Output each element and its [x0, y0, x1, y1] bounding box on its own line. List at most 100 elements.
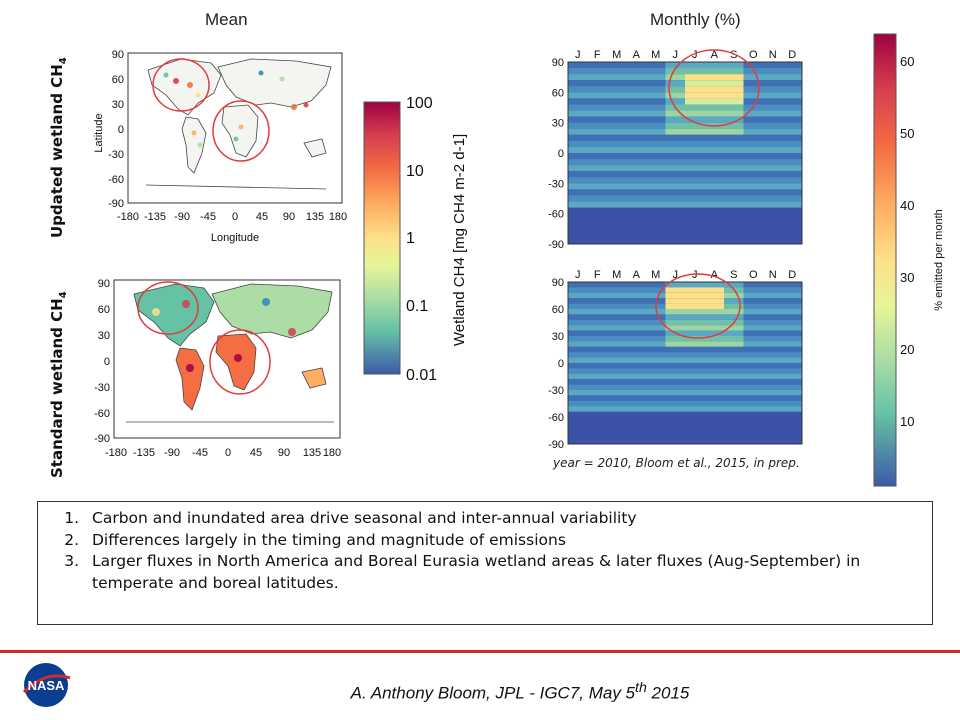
- heatmap-cell: [646, 379, 666, 385]
- heatmap-cell: [704, 395, 724, 401]
- heatmap-cell: [587, 110, 607, 117]
- heatmap-cell: [665, 98, 685, 105]
- heatmap-cell: [646, 128, 666, 135]
- heatmap-cell: [743, 80, 763, 87]
- heatmap-cell: [607, 309, 627, 315]
- heatmap-cell: [568, 298, 588, 304]
- note-item: Carbon and inundated area drive seasonal…: [84, 508, 920, 530]
- heatmap-cell: [665, 92, 685, 99]
- heatmap-cell: [763, 390, 783, 396]
- heatmap-cell: [724, 98, 744, 105]
- lat-tick: 60: [98, 304, 110, 316]
- heatmap-cell: [646, 357, 666, 363]
- heatmap-cell: [685, 400, 705, 407]
- heatmap-cell: [646, 62, 666, 69]
- heatmap-cell: [607, 330, 627, 336]
- month-tick: A: [711, 49, 719, 61]
- lon-tick: -180: [105, 447, 127, 459]
- heatmap-cell: [587, 282, 607, 288]
- heatmap-cell: [763, 171, 783, 178]
- heatmap-cell: [704, 379, 724, 385]
- heatmap-cell: [626, 122, 646, 129]
- lon-tick: -45: [192, 447, 208, 459]
- heatmap-cell: [665, 74, 685, 81]
- heatmap-cell: [782, 406, 802, 412]
- heatmap-cell: [587, 104, 607, 111]
- colorbar-tick: 0.1: [406, 298, 428, 315]
- heatmap-cell: [587, 325, 607, 331]
- heatmap-cell: [646, 406, 666, 412]
- heatmap-cell: [587, 189, 607, 196]
- heatmap-cell: [607, 134, 627, 141]
- lon-tick: -135: [144, 211, 166, 223]
- heatmap-cell: [782, 116, 802, 123]
- heatmap-cell: [685, 368, 705, 374]
- colorbar-tick: 40: [900, 198, 914, 213]
- heatmap-cell: [685, 80, 705, 87]
- heatmap-cell: [724, 201, 744, 208]
- lat-tick: -30: [548, 385, 564, 397]
- heatmap-cell: [607, 303, 627, 309]
- heatmap-cell: [626, 74, 646, 81]
- heatmap-cell: [743, 395, 763, 401]
- heatmap-cell: [782, 134, 802, 141]
- heatmap-cell: [646, 80, 666, 87]
- month-tick: M: [651, 269, 660, 281]
- heatmap-cell: [646, 153, 666, 160]
- heatmap-cell: [665, 165, 685, 172]
- heatmap-cell: [568, 314, 588, 320]
- heatmap-cell: [704, 177, 724, 184]
- heatmap-cell: [782, 92, 802, 99]
- heatmap-cell: [763, 325, 783, 331]
- heatmap-cell: [626, 153, 646, 160]
- month-tick: J: [692, 49, 698, 61]
- lat-tick: -60: [548, 412, 564, 424]
- heatmap-cell: [665, 346, 685, 353]
- heatmap-cell: [704, 303, 724, 309]
- heatmap-cell: [646, 134, 666, 141]
- heatmap-cell: [724, 74, 744, 81]
- heatmap-cell: [665, 341, 685, 347]
- heatmap-cell: [724, 400, 744, 407]
- heatmap-cell: [626, 395, 646, 401]
- heatmap-cell: [685, 346, 705, 353]
- heatmap-cell: [568, 201, 588, 208]
- heatmap-cell: [763, 400, 783, 407]
- heatmap-cell: [607, 80, 627, 87]
- heatmap-cell: [665, 80, 685, 87]
- heatmap-cell: [587, 368, 607, 374]
- heatmap-cell: [607, 363, 627, 369]
- heatmap-cell: [646, 104, 666, 111]
- heatmap-cell: [704, 400, 724, 407]
- heatmap-cell: [763, 368, 783, 374]
- heatmap-cell: [568, 134, 588, 141]
- heatmap-cell: [607, 62, 627, 69]
- lon-tick: -180: [117, 211, 139, 223]
- heatmap-cell: [782, 341, 802, 347]
- lon-tick: -135: [133, 447, 155, 459]
- heatmap-cell: [568, 390, 588, 396]
- colorbar-tick: 10: [406, 163, 424, 180]
- heatmap-cell: [568, 303, 588, 309]
- heatmap-cell: [626, 171, 646, 178]
- heatmap-cell: [685, 309, 705, 315]
- heatmap-cell: [568, 319, 588, 326]
- heatmap-cell: [782, 395, 802, 401]
- heatmap-cell: [782, 319, 802, 326]
- heatmap-cell: [665, 140, 685, 147]
- heatmap-cell: [626, 183, 646, 190]
- heatmap-cell: [743, 153, 763, 160]
- heatmap-cell: [626, 303, 646, 309]
- heatmap-cell: [724, 92, 744, 99]
- heatmap-cell: [626, 287, 646, 293]
- monthly-header: Monthly (%): [650, 10, 741, 29]
- heatmap-cell: [782, 303, 802, 309]
- heatmap-cell: [704, 146, 724, 153]
- heatmap-cell: [704, 325, 724, 331]
- heatmap-cell: [685, 303, 705, 309]
- heatmap-cell: [704, 134, 724, 141]
- heatmap-cell: [665, 177, 685, 184]
- heatmap-cell: [685, 357, 705, 363]
- heatmap-cell: [607, 406, 627, 412]
- heatmap-cell: [685, 183, 705, 190]
